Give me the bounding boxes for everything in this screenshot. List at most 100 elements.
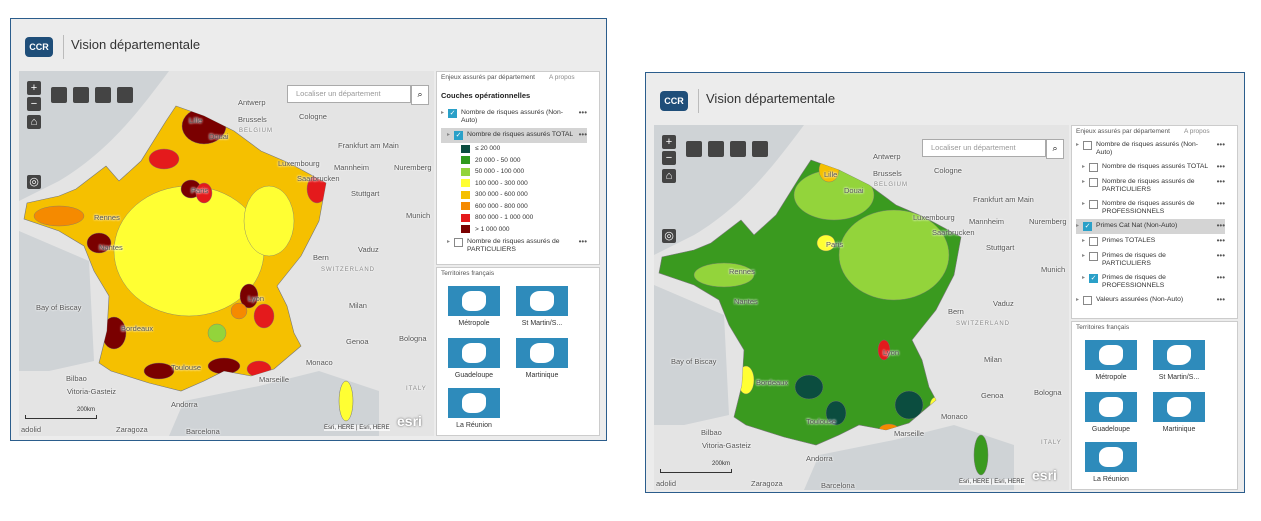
checkbox[interactable]: ✓ — [448, 109, 457, 118]
app-title: Vision départementale — [71, 37, 201, 52]
territory-tile[interactable] — [448, 388, 500, 418]
map-label: Munich — [406, 211, 431, 220]
layer-item[interactable]: ▸ Valeurs assurées (Non-Auto) ••• — [1076, 293, 1225, 308]
toolbar-button[interactable] — [686, 141, 702, 157]
map-label: Brussels — [873, 169, 902, 178]
map-button[interactable]: ⌂ — [27, 115, 41, 129]
map-label: Cologne — [299, 112, 327, 121]
legend-swatch — [461, 213, 470, 222]
map-canvas — [19, 71, 434, 436]
about-link[interactable]: A propos — [549, 74, 575, 81]
checkbox[interactable] — [454, 238, 463, 247]
panel-title: Enjeux assurés par département — [1076, 128, 1170, 135]
layer-item[interactable]: ▸ ✓ Nombre de risques assurés (Non-Auto) ••… — [441, 106, 587, 128]
toolbar-button[interactable] — [708, 141, 724, 157]
territory-tile[interactable] — [1085, 340, 1137, 370]
search-button[interactable]: ⌕ — [411, 85, 429, 105]
checkbox[interactable] — [1089, 200, 1098, 209]
checkbox[interactable] — [1089, 178, 1098, 187]
logo: CCR — [660, 91, 688, 111]
map-label: Frankfurt am Main — [338, 141, 399, 150]
territory-tile[interactable] — [448, 338, 500, 368]
panel-title: Territoires français — [1076, 324, 1130, 331]
layer-label: Nombre de risques assurés de PARTICULIER… — [467, 238, 560, 253]
expand-arrow: ▸ — [1082, 179, 1086, 185]
layer-item[interactable]: ▸ Nombre de risques assurés de PROFESSION… — [1076, 197, 1225, 219]
map-button[interactable]: + — [27, 81, 41, 95]
map-button[interactable]: + — [662, 135, 676, 149]
layer-item[interactable]: ▸ Primes de risques de PARTICULIERS ••• — [1076, 249, 1225, 271]
map-button[interactable]: ⌂ — [662, 169, 676, 183]
map-label: Douai — [209, 132, 229, 141]
toolbar-button[interactable] — [95, 87, 111, 103]
department — [195, 182, 213, 204]
territory-shape — [462, 343, 486, 363]
map-label: Antwerp — [873, 152, 901, 161]
toolbar-button[interactable] — [73, 87, 89, 103]
layer-item[interactable]: ▸ ✓ Primes Cat Nat (Non-Auto) ••• — [1076, 219, 1225, 234]
map-label: Bilbao — [66, 374, 87, 383]
checkbox[interactable] — [1089, 163, 1098, 172]
toolbar-button[interactable] — [51, 87, 67, 103]
esri-logo: esri — [1032, 467, 1057, 483]
territory-label: St Martin/S... — [1158, 374, 1200, 381]
territory-tile[interactable] — [1085, 392, 1137, 422]
search-box[interactable]: Localiser un département — [922, 139, 1046, 157]
territory-tile[interactable] — [516, 286, 568, 316]
map-label: Monaco — [306, 358, 333, 367]
checkbox[interactable]: ✓ — [454, 131, 463, 140]
map-label: Rennes — [94, 213, 120, 222]
legend-swatch — [461, 225, 470, 234]
layer-menu: ••• — [1216, 162, 1225, 171]
checkbox[interactable]: ✓ — [1083, 222, 1092, 231]
layer-item[interactable]: ▸ ✓ Nombre de risques assurés TOTAL ••• — [441, 128, 587, 143]
territory-tile[interactable] — [1153, 340, 1205, 370]
layer-item[interactable]: ▸ Nombre de risques assurés TOTAL ••• — [1076, 160, 1225, 175]
search-placeholder: Localiser un département — [296, 89, 381, 98]
layer-item[interactable]: ▸ ✓ Primes de risques de PROFESSIONNELS ••• — [1076, 271, 1225, 293]
department — [148, 148, 180, 170]
checkbox[interactable]: ✓ — [1089, 274, 1098, 283]
territory-label: Guadeloupe — [454, 372, 494, 379]
map-button[interactable]: − — [662, 151, 676, 165]
map-label: Bilbao — [701, 428, 722, 437]
checkbox[interactable] — [1089, 237, 1098, 246]
layer-item[interactable]: ▸ Nombre de risques assurés (Non-Auto) ••• — [1076, 138, 1225, 160]
layer-item[interactable]: ▸ Primes TOTALES ••• — [1076, 234, 1225, 249]
map-button[interactable]: ◎ — [662, 229, 676, 243]
checkbox[interactable] — [1083, 296, 1092, 305]
legend-item: 300 000 - 600 000 — [441, 189, 587, 201]
layer-label: Nombre de risques assurés TOTAL — [1102, 163, 1209, 170]
toolbar-button[interactable] — [730, 141, 746, 157]
expand-arrow: ▸ — [1076, 297, 1080, 303]
search-box[interactable]: Localiser un département — [287, 85, 411, 103]
about-link[interactable]: A propos — [1184, 128, 1210, 135]
territory-shape — [1099, 447, 1123, 467]
map-label: Marseille — [894, 429, 925, 438]
department — [877, 339, 891, 361]
layer-menu: ••• — [1216, 273, 1225, 282]
layer-menu: ••• — [1216, 236, 1225, 245]
department — [816, 234, 836, 252]
map-button[interactable]: ◎ — [27, 175, 41, 189]
checkbox[interactable] — [1083, 141, 1092, 150]
layer-item[interactable]: ▸ Nombre de risques assurés de PARTICULIE… — [441, 235, 587, 257]
territory-tile[interactable] — [516, 338, 568, 368]
checkbox[interactable] — [1089, 252, 1098, 261]
search-button[interactable]: ⌕ — [1046, 139, 1064, 159]
panel-title: Enjeux assurés par département — [441, 74, 535, 81]
toolbar-button[interactable] — [117, 87, 133, 103]
map-label: Vaduz — [358, 245, 379, 254]
toolbar-button[interactable] — [752, 141, 768, 157]
map-label: Lille — [824, 170, 838, 179]
territory-tile[interactable] — [448, 286, 500, 316]
layer-item[interactable]: ▸ Nombre de risques assurés de PARTICULIE… — [1076, 175, 1225, 197]
territory-tile[interactable] — [1085, 442, 1137, 472]
legend-swatch — [461, 202, 470, 211]
layer-menu: ••• — [1216, 199, 1225, 208]
map-label: SWITZERLAND — [321, 267, 376, 273]
map-button[interactable]: − — [27, 97, 41, 111]
territory-tile[interactable] — [1153, 392, 1205, 422]
